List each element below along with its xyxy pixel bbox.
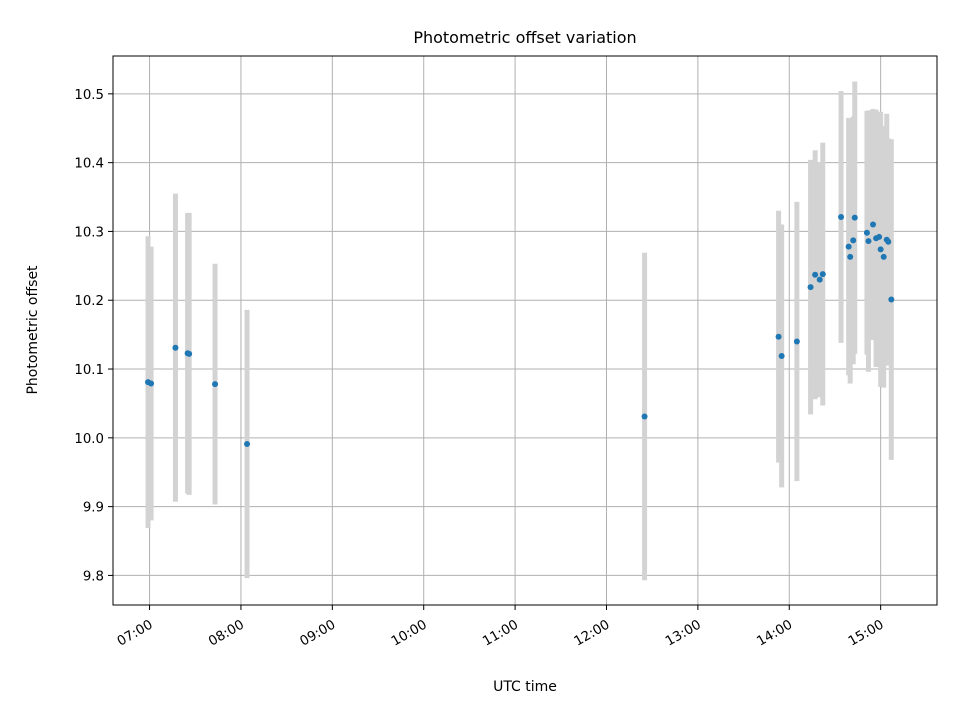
y-tick-label: 10.2 xyxy=(74,294,104,309)
y-tick-label: 9.9 xyxy=(83,501,104,516)
data-point-group xyxy=(145,213,895,448)
data-point xyxy=(641,413,648,420)
data-point xyxy=(850,237,857,244)
data-point xyxy=(876,233,883,240)
x-axis-label: UTC time xyxy=(493,679,557,695)
data-point xyxy=(212,381,219,388)
data-point xyxy=(885,238,892,245)
y-tick-label: 10.5 xyxy=(74,88,104,103)
y-tick-label: 10.4 xyxy=(74,157,104,172)
data-point xyxy=(845,243,852,250)
data-point xyxy=(888,296,895,303)
chart-title: Photometric offset variation xyxy=(413,28,636,47)
data-point xyxy=(819,271,826,278)
data-point xyxy=(870,221,877,228)
data-point xyxy=(244,441,251,448)
data-point xyxy=(812,271,819,278)
data-point xyxy=(793,338,800,345)
data-point xyxy=(838,213,845,220)
plot-frame xyxy=(112,55,938,606)
y-tick-label: 10.0 xyxy=(74,432,104,447)
data-point xyxy=(148,380,155,387)
data-point xyxy=(172,344,179,351)
data-point xyxy=(778,352,785,359)
data-point xyxy=(863,229,870,236)
y-tick-label: 10.3 xyxy=(74,225,104,240)
data-point xyxy=(847,253,854,260)
y-tick-label: 10.1 xyxy=(74,363,104,378)
y-axis-label: Photometric offset xyxy=(25,265,41,395)
data-point xyxy=(880,253,887,260)
data-point xyxy=(775,333,782,340)
data-point xyxy=(877,246,884,253)
data-point xyxy=(186,350,193,357)
y-axis-ticks: 9.8 9.9 10.0 10.1 10.2 10.3 10.4 10.5 xyxy=(74,88,113,584)
data-point xyxy=(816,276,823,283)
data-point xyxy=(851,214,858,221)
data-point xyxy=(865,238,872,245)
y-tick-label: 9.8 xyxy=(83,569,104,584)
data-point xyxy=(807,284,814,291)
